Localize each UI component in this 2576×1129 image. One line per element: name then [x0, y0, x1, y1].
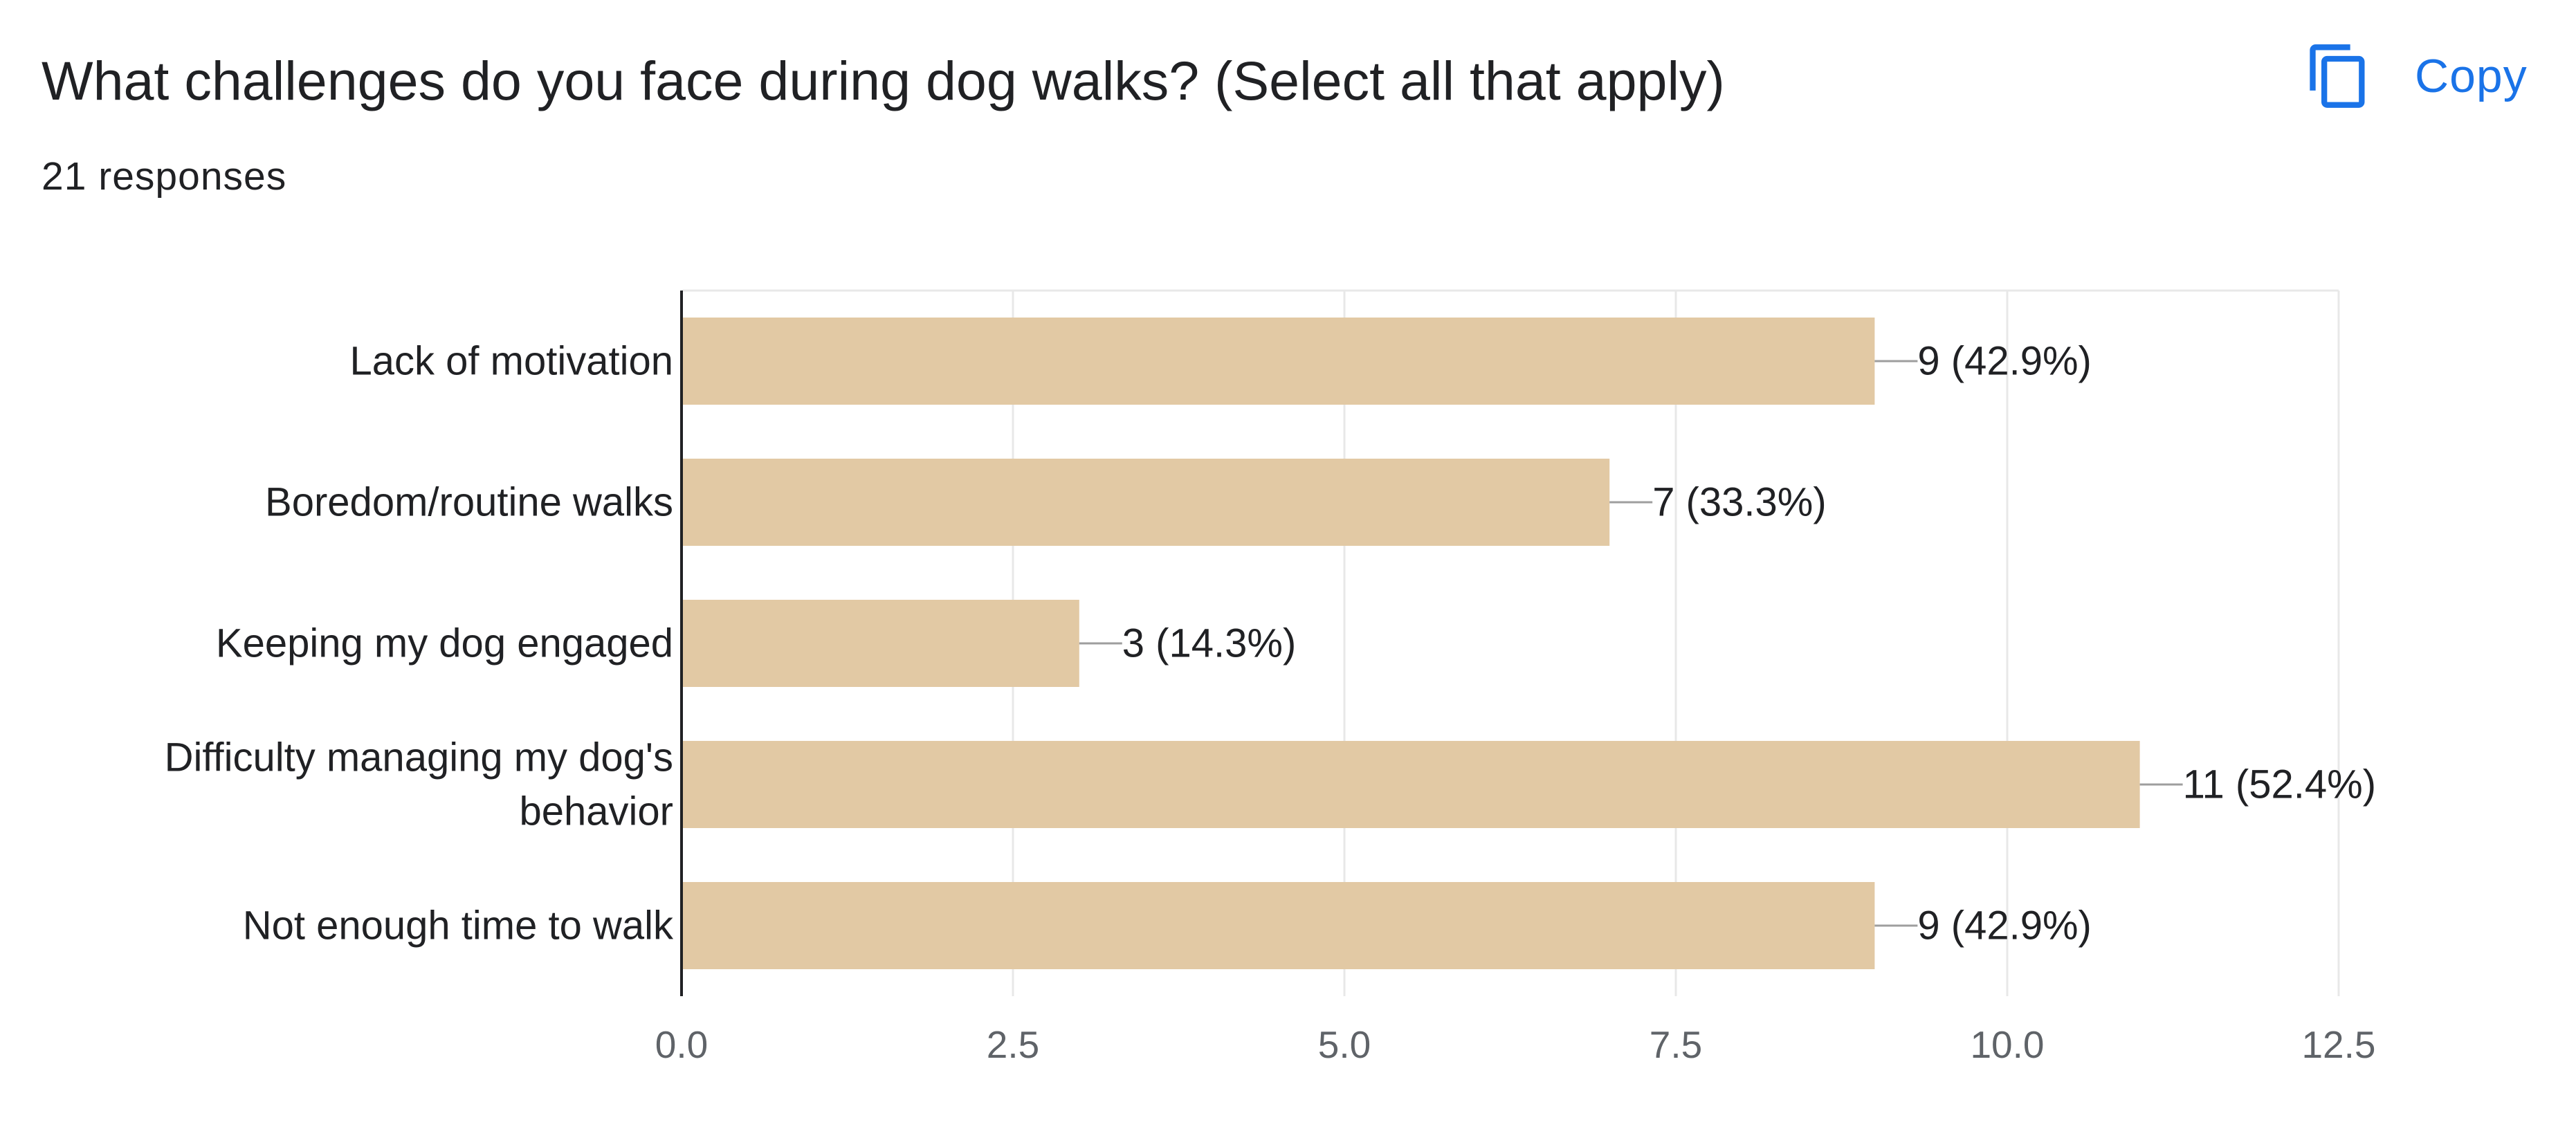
data-label: 3 (14.3%)	[1122, 621, 1296, 666]
x-tick-label: 10.0	[1970, 1023, 2044, 1066]
copy-button[interactable]: Copy	[2304, 28, 2553, 125]
category-label: Boredom/routine walks	[265, 480, 673, 525]
data-label: 11 (52.4%)	[2183, 762, 2376, 807]
bar	[682, 318, 1875, 405]
data-label: 9 (42.9%)	[1917, 339, 2091, 384]
category-label: Keeping my dog engaged	[216, 621, 673, 666]
x-tick-label: 0.0	[655, 1023, 708, 1066]
category-label: behavior	[520, 789, 673, 834]
bar	[682, 459, 1610, 546]
bar	[682, 600, 1079, 687]
category-label: Not enough time to walk	[243, 903, 674, 948]
response-count: 21 responses	[42, 154, 287, 199]
data-label: 9 (42.9%)	[1917, 903, 2091, 948]
category-label: Difficulty managing my dog's	[165, 735, 673, 780]
data-label: 7 (33.3%)	[1652, 480, 1826, 525]
x-tick-label: 2.5	[987, 1023, 1039, 1066]
x-tick-label: 12.5	[2301, 1023, 2375, 1066]
question-title: What challenges do you face during dog w…	[42, 50, 1725, 111]
copy-label: Copy	[2415, 50, 2528, 102]
bar	[682, 741, 2140, 828]
copy-icon	[2310, 44, 2365, 108]
x-tick-label: 5.0	[1318, 1023, 1371, 1066]
bar	[682, 882, 1875, 969]
category-label: Lack of motivation	[350, 339, 673, 384]
x-tick-label: 7.5	[1650, 1023, 1702, 1066]
